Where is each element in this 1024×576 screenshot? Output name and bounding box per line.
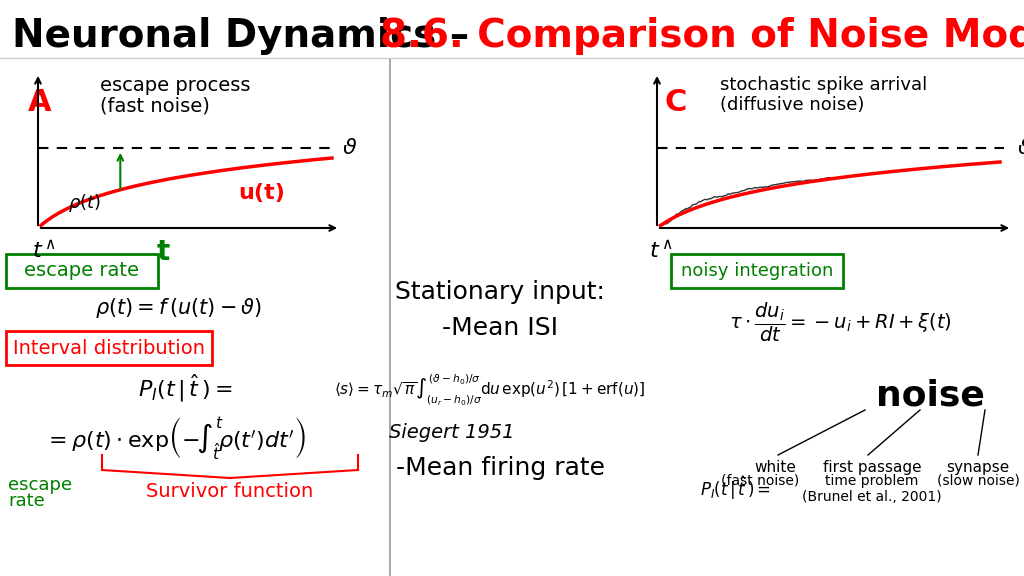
Text: $= \rho(t)\cdot\exp\!\left(-\!\int_{\hat{t}}^{t}\!\rho(t^{\prime})dt^{\prime}\ri: $= \rho(t)\cdot\exp\!\left(-\!\int_{\hat…	[44, 415, 306, 461]
Text: (Brunel et al., 2001): (Brunel et al., 2001)	[802, 490, 942, 504]
Text: $\rho(t)$: $\rho(t)$	[69, 192, 101, 214]
Text: white: white	[754, 460, 796, 475]
Text: $t\,^{\wedge}$: $t\,^{\wedge}$	[32, 240, 56, 262]
Text: escape: escape	[8, 476, 72, 494]
Text: noise: noise	[876, 378, 984, 412]
Text: C: C	[665, 88, 687, 117]
Text: $\tau\cdot\dfrac{du_i}{dt} = -u_i + RI + \xi(t)$: $\tau\cdot\dfrac{du_i}{dt} = -u_i + RI +…	[728, 300, 951, 344]
Text: u(t): u(t)	[238, 183, 285, 203]
Text: $\langle s\rangle = \tau_m\sqrt{\pi}\int_{(u_r-h_0)/\sigma}^{(\vartheta-h_0)/\si: $\langle s\rangle = \tau_m\sqrt{\pi}\int…	[334, 373, 646, 408]
Text: t: t	[157, 238, 170, 266]
Text: (slow noise): (slow noise)	[937, 474, 1020, 488]
Text: noisy integration: noisy integration	[681, 262, 834, 280]
Text: $\vartheta$: $\vartheta$	[1017, 138, 1024, 158]
FancyBboxPatch shape	[671, 254, 843, 288]
Text: $P_I(t\,|\,\hat{t}\,) =$: $P_I(t\,|\,\hat{t}\,) =$	[138, 372, 232, 404]
Text: synapse: synapse	[946, 460, 1010, 475]
Text: escape process: escape process	[100, 76, 251, 95]
Text: -Mean firing rate: -Mean firing rate	[395, 456, 604, 480]
Text: (fast noise): (fast noise)	[100, 96, 210, 115]
Text: (diffusive noise): (diffusive noise)	[720, 96, 864, 114]
Text: Stationary input:: Stationary input:	[395, 280, 605, 304]
Text: Survivor function: Survivor function	[146, 482, 313, 501]
Text: $t\,^{\wedge}$: $t\,^{\wedge}$	[649, 240, 673, 262]
Text: $\rho(t) = f\,(u(t) - \vartheta)$: $\rho(t) = f\,(u(t) - \vartheta)$	[94, 296, 261, 320]
Text: Neuronal Dynamics –: Neuronal Dynamics –	[12, 17, 482, 55]
Text: (fast noise): (fast noise)	[721, 474, 799, 488]
Bar	[0, 0, 1024, 58]
Text: time problem: time problem	[825, 474, 919, 488]
Text: 8.6. Comparison of Noise Models: 8.6. Comparison of Noise Models	[380, 17, 1024, 55]
Text: Siegert 1951: Siegert 1951	[389, 423, 515, 441]
FancyBboxPatch shape	[6, 331, 212, 365]
Text: first passage: first passage	[822, 460, 922, 475]
Text: A: A	[28, 88, 51, 117]
Text: $\vartheta$: $\vartheta$	[342, 138, 357, 158]
Text: $P_I(t\,|\,\hat{t}\,) =$: $P_I(t\,|\,\hat{t}\,) =$	[700, 474, 771, 502]
FancyBboxPatch shape	[6, 254, 158, 288]
Text: escape rate: escape rate	[25, 262, 139, 281]
Text: rate: rate	[8, 492, 45, 510]
Text: -Mean ISI: -Mean ISI	[442, 316, 558, 340]
Text: stochastic spike arrival: stochastic spike arrival	[720, 76, 928, 94]
Text: Interval distribution: Interval distribution	[13, 339, 205, 358]
